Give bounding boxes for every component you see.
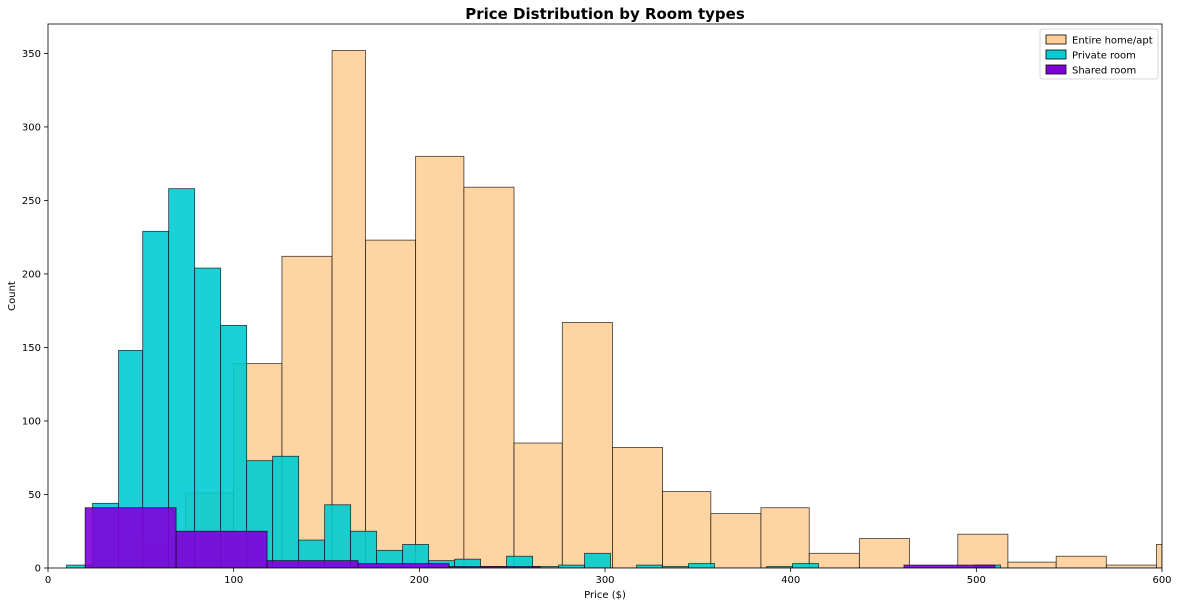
x-tick-label: 300 [595,575,614,586]
bar-shared-room-3 [357,563,450,568]
bar-entire-home-apt-13 [710,513,762,568]
x-tick-label: 0 [45,575,51,586]
bar-entire-home-apt-20 [1055,555,1107,568]
axes-layer: 0 100 200 300 400 500 600 0 50 100 150 200 250 300 350 [22,23,1172,586]
bar-entire-home-apt-7 [415,155,465,568]
y-tick-label: 150 [22,343,41,354]
bar-private-room-8 [272,455,300,568]
bar-shared-room-5 [903,564,996,568]
legend-label-shared-room: Shared room [1072,66,1136,77]
bar-private-room-21 [636,564,663,568]
bar-private-room-15 [454,558,482,568]
legend-swatch-shared-room [1045,64,1067,75]
bar-shared-room-2 [266,560,359,568]
y-tick-label: 0 [35,564,41,575]
bar-private-room-4 [168,188,196,568]
bar-shared-room-0 [84,507,177,568]
bar-private-room-5 [194,267,222,568]
bar-private-room-19 [558,564,585,568]
x-tick-label: 400 [781,575,800,586]
bar-private-room-23 [688,563,715,568]
bar-private-room-10 [324,504,352,568]
x-axis-label: Price ($) [584,590,626,601]
chart-title: Price Distribution by Room types [465,5,745,23]
x-tick-label: 200 [410,575,429,586]
bar-entire-home-apt-14 [760,507,810,568]
bars-layer [66,50,1162,568]
legend-label-entire-home-apt: Entire home/apt [1072,36,1153,47]
legend-swatch-private-room [1045,49,1067,60]
bar-private-room-25 [792,563,819,568]
bar-entire-home-apt-21 [1105,564,1157,568]
bar-private-room-17 [506,555,533,568]
y-tick-label: 250 [22,196,41,207]
bar-entire-home-apt-8 [463,186,515,568]
bar-entire-home-apt-11 [612,447,663,568]
y-axis-label: Count [7,281,18,311]
x-tick-label: 600 [1152,575,1171,586]
bar-entire-home-apt-22 [1156,544,1162,568]
bar-entire-home-apt-19 [1007,561,1057,568]
bar-entire-home-apt-5 [331,50,366,568]
bar-shared-room-1 [175,530,268,568]
legend-label-private-room: Private room [1072,51,1136,62]
y-tick-label: 200 [22,269,41,280]
y-tick-label: 300 [22,122,41,133]
bar-private-room-20 [584,552,611,568]
y-tick-label: 350 [22,49,41,60]
bar-entire-home-apt-6 [365,239,417,568]
bar-entire-home-apt-9 [513,442,563,568]
legend-box [1039,28,1159,80]
bar-entire-home-apt-16 [858,538,910,568]
bar-entire-home-apt-18 [957,533,1009,568]
bar-entire-home-apt-10 [561,322,613,568]
bar-entire-home-apt-12 [662,491,712,568]
x-tick-label: 500 [967,575,986,586]
y-tick-label: 50 [28,490,41,501]
y-tick-label: 100 [22,416,41,427]
legend: Entire home/apt Private room Shared room [1039,28,1159,80]
legend-swatch-entire-home-apt [1045,34,1067,45]
x-tick-label: 100 [224,575,243,586]
